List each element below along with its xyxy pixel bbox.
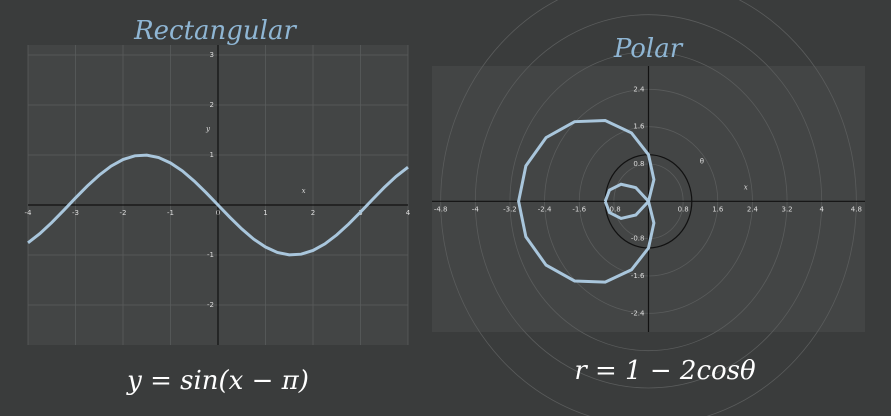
x-tick-label: -2: [120, 209, 127, 217]
x-tick-label: 2.4: [747, 205, 759, 213]
chart-title: Polar: [613, 34, 684, 64]
x-tick-label: 4: [819, 205, 824, 213]
y-tick-label: 2: [210, 101, 214, 109]
y-tick-label: -2: [207, 301, 214, 309]
x-tick-label: -0.8: [607, 205, 621, 213]
y-tick-label: 2.4: [633, 85, 645, 93]
y-tick-label: 3: [210, 51, 214, 59]
y-tick-label: 0.8: [633, 160, 644, 168]
x-axis-label: x: [302, 187, 306, 195]
x-tick-label: -2.4: [538, 205, 552, 213]
theta-label: θ: [700, 157, 704, 165]
x-tick-label: -4: [472, 205, 480, 213]
formula: r = 1 − 2cosθ: [574, 356, 756, 386]
curve: [27, 153, 409, 257]
y-axis-label: y: [205, 125, 211, 133]
curve: [517, 118, 656, 284]
y-tick-label: 1: [210, 151, 214, 159]
x-tick-label: -3.2: [503, 205, 517, 213]
x-tick-label: 3.2: [781, 205, 792, 213]
x-tick-label: 2: [311, 209, 315, 217]
chart-title: Rectangular: [133, 16, 297, 46]
y-tick-label: -1.6: [631, 272, 645, 280]
x-tick-label: 0.8: [678, 205, 689, 213]
y-tick-label: 1.6: [633, 123, 645, 131]
x-tick-label: -1: [167, 209, 174, 217]
x-tick-label: 1: [263, 209, 267, 217]
formula: y = sin(x − π): [126, 366, 309, 396]
polar-chart: -4.8 -4 -3.2 -2.4 -1.6 -0.8 0.8 1.6 2.4 3.2 4 4.8 -2…: [432, 0, 865, 416]
y-tick-label: -2.4: [631, 309, 645, 317]
y-tick-label: -1: [207, 251, 214, 259]
x-tick-label: -1.6: [572, 205, 586, 213]
x-axis-label: x: [744, 183, 748, 191]
x-tick-label: 4.8: [851, 205, 862, 213]
x-tick-label: 1.6: [712, 205, 724, 213]
x-tick-label: -3: [72, 209, 79, 217]
x-tick-label: -4.8: [434, 205, 448, 213]
x-tick-label: 4: [406, 209, 411, 217]
x-tick-label: -4: [25, 209, 33, 217]
y-tick-label: -0.8: [631, 235, 645, 243]
